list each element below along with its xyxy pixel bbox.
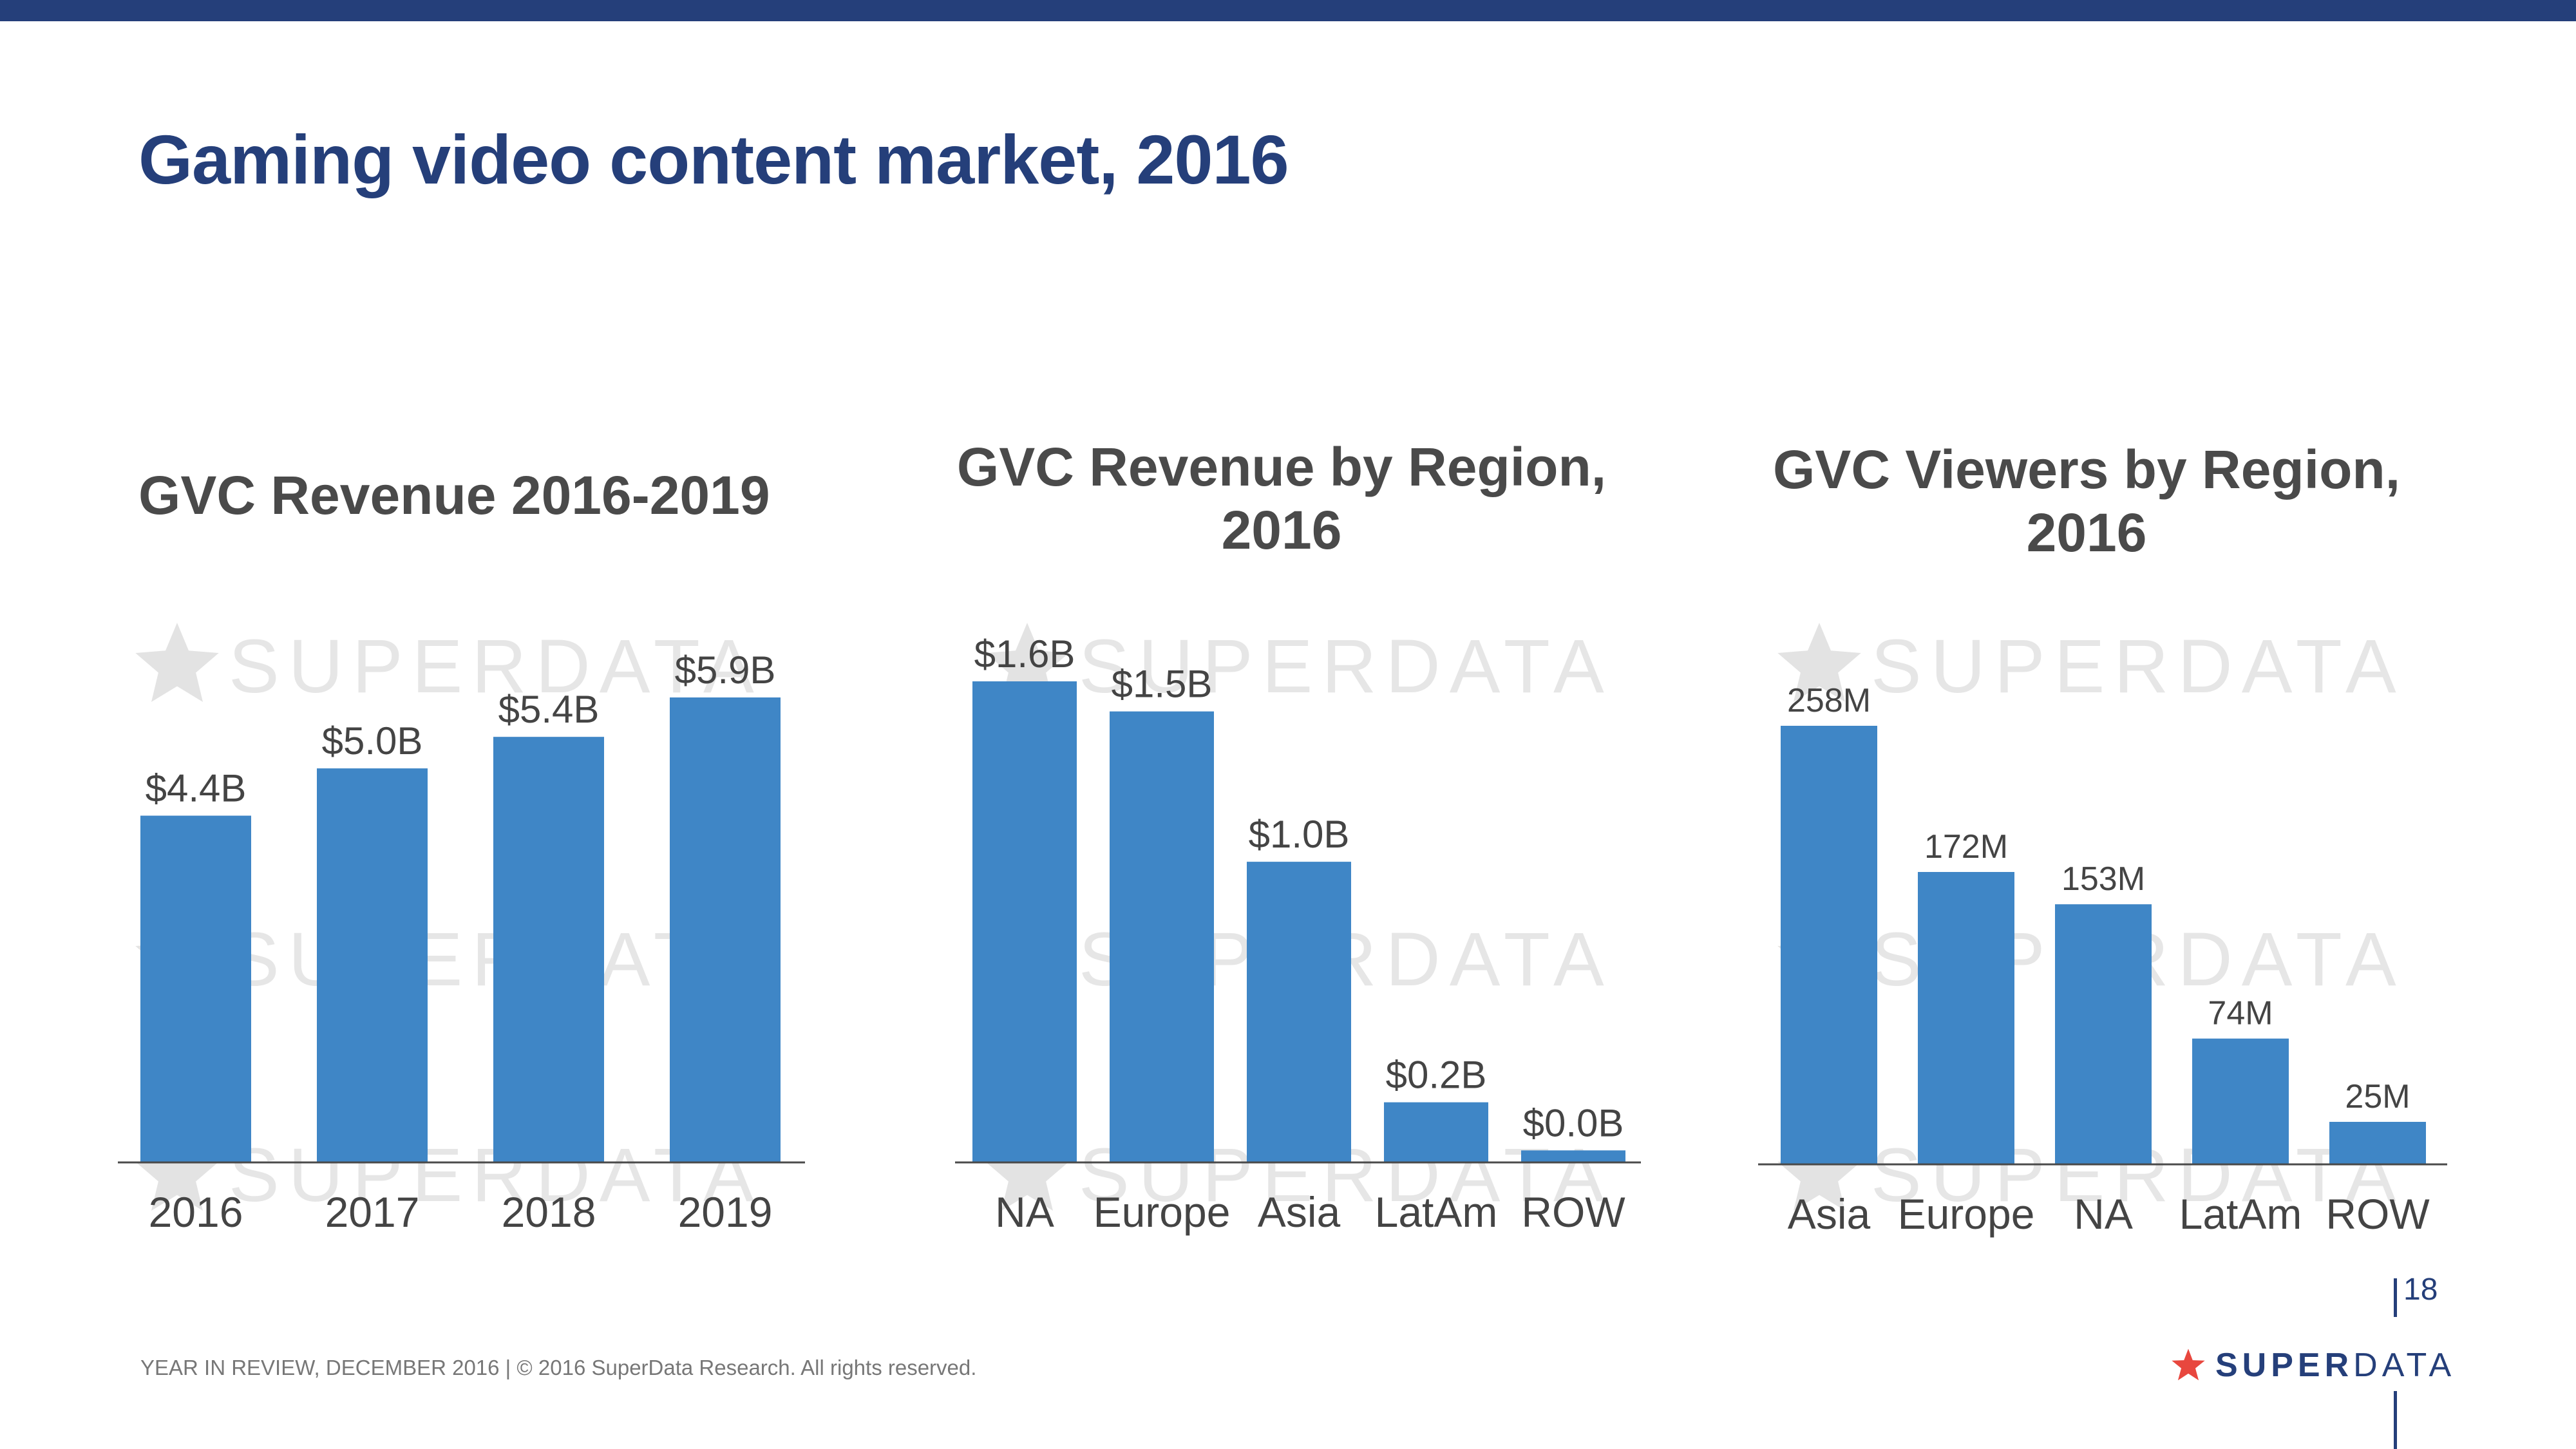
data-label: $1.0B	[1249, 813, 1350, 856]
chart-title-line: 2016	[1221, 500, 1342, 560]
chart-title-line: GVC Viewers by Region,	[1772, 439, 2401, 500]
bar-na	[2055, 904, 2152, 1164]
page-divider-top	[2394, 1278, 2397, 1317]
chart-title-revenue-region: GVC Revenue by Region, 2016	[934, 435, 1629, 562]
data-label: 153M	[2061, 860, 2145, 898]
x-tick-label: ROW	[2325, 1190, 2430, 1238]
bar-latam	[1384, 1102, 1488, 1162]
superdata-logo: SUPERDATA	[2170, 1343, 2456, 1388]
x-tick-label: 2017	[325, 1188, 420, 1236]
x-tick-label: LatAm	[2179, 1190, 2302, 1238]
bar-asia	[1247, 862, 1351, 1162]
x-tick-label: 2019	[678, 1188, 773, 1236]
logo-star-icon	[2172, 1349, 2205, 1381]
logo-wordmark: SUPERDATA	[2215, 1347, 2456, 1384]
data-label: $0.0B	[1523, 1101, 1624, 1144]
data-label: $5.0B	[322, 719, 423, 762]
chart-title-viewers-region: GVC Viewers by Region, 2016	[1739, 438, 2434, 564]
x-tick-label: 2018	[502, 1188, 596, 1236]
bar-2017	[317, 768, 428, 1162]
watermark-star-icon	[985, 1132, 1069, 1211]
watermark-star-icon	[1777, 623, 1861, 702]
data-label: 258M	[1787, 682, 1871, 719]
watermark-text: SUPERDATA	[1079, 624, 1613, 709]
chart-title-revenue-years: GVC Revenue 2016-2019	[138, 465, 770, 526]
bar-na	[972, 681, 1077, 1162]
data-label: $4.4B	[146, 767, 247, 810]
watermark-star-icon	[135, 1132, 219, 1211]
x-tick-label: Asia	[1258, 1188, 1341, 1236]
watermark-text: SUPERDATA	[229, 624, 763, 709]
x-tick-label: NA	[995, 1188, 1054, 1236]
bar-2019	[670, 697, 781, 1162]
data-label: $5.9B	[675, 649, 776, 692]
data-label: 74M	[2208, 995, 2273, 1032]
data-label: $1.5B	[1112, 663, 1213, 706]
bar-asia	[1781, 726, 1877, 1164]
bar-2016	[140, 815, 251, 1162]
bar-europe	[1110, 711, 1214, 1162]
x-tick-label: ROW	[1521, 1188, 1625, 1236]
top-accent-bar	[0, 0, 2576, 21]
x-tick-label: Europe	[1898, 1190, 2035, 1238]
data-label: $0.2B	[1386, 1054, 1487, 1097]
watermark-text: SUPERDATA	[229, 1133, 763, 1218]
page-divider-bottom	[2394, 1391, 2397, 1449]
data-label: 25M	[2345, 1078, 2410, 1115]
page-title: Gaming video content market, 2016	[138, 120, 1289, 198]
page-number: 18	[2403, 1273, 2438, 1307]
footer-copyright: YEAR IN REVIEW, DECEMBER 2016 | © 2016 S…	[140, 1356, 977, 1379]
chart-title-line: 2016	[2026, 502, 2147, 563]
x-tick-label: NA	[2074, 1190, 2133, 1238]
x-tick-label: Asia	[1788, 1190, 1871, 1238]
x-tick-label: Europe	[1094, 1188, 1231, 1236]
x-tick-label: LatAm	[1375, 1188, 1498, 1236]
data-label: 172M	[1924, 828, 2008, 866]
watermark-star-icon	[135, 623, 219, 702]
bar-row	[1521, 1150, 1625, 1162]
bar-2018	[493, 737, 604, 1162]
watermark-text: SUPERDATA	[229, 917, 763, 1002]
bar-row	[2329, 1122, 2426, 1164]
bar-latam	[2192, 1038, 2289, 1164]
watermark-text: SUPERDATA	[1871, 624, 2405, 709]
data-label: $5.4B	[498, 688, 600, 731]
bar-europe	[1918, 872, 2014, 1164]
chart-title-line: GVC Revenue by Region,	[956, 437, 1607, 497]
x-tick-label: 2016	[149, 1188, 243, 1236]
watermark-star-icon	[1777, 1132, 1861, 1211]
data-label: $1.6B	[974, 632, 1075, 676]
